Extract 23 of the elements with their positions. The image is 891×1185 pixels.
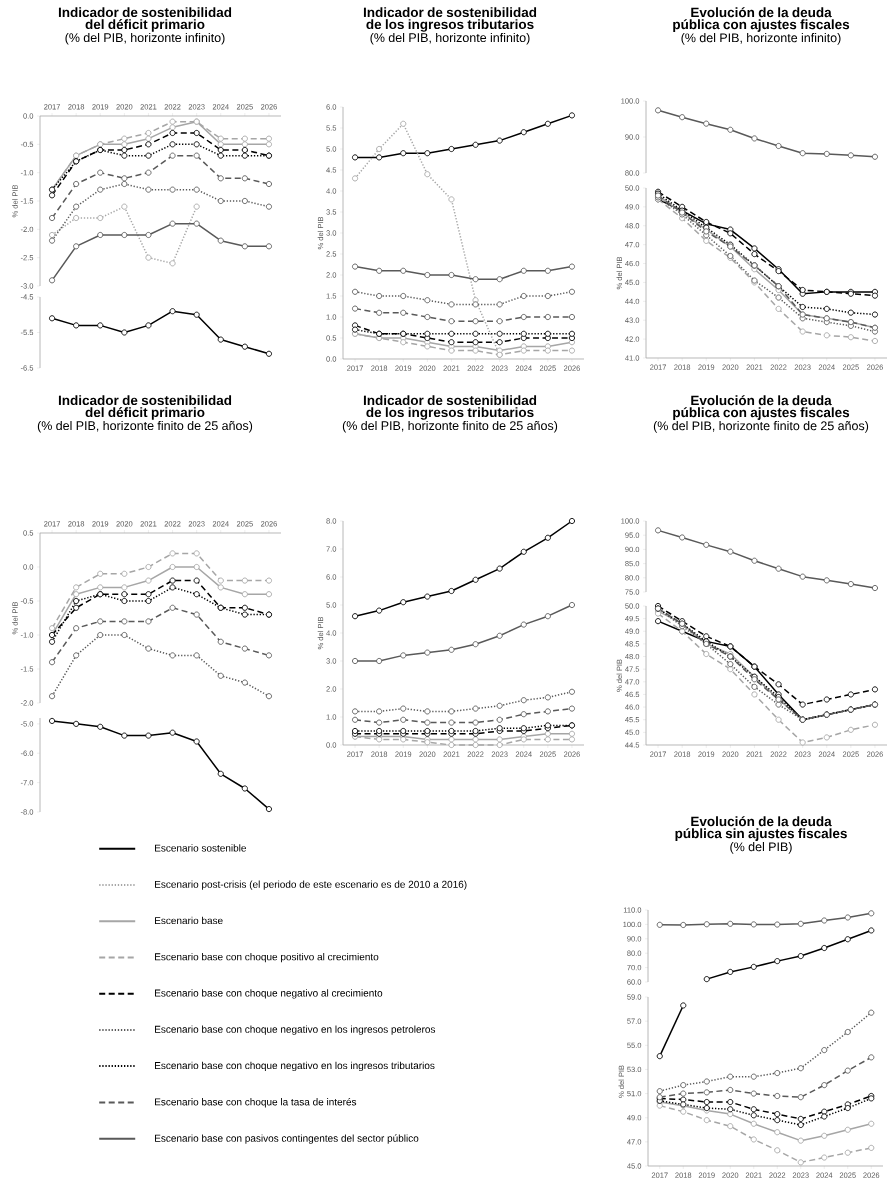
legend-label: Escenario base con choque la tasa de interés	[155, 1097, 357, 1108]
legend-label: Escenario base con choque negativo al crecimiento	[155, 989, 383, 999]
chart-subtitle: (% del PIB, horizonte infinito)	[681, 33, 841, 45]
chart-subtitle: (% del PIB, horizonte finito de 25 años)	[342, 420, 558, 433]
chart-subtitle: (% del PIB)	[730, 842, 792, 854]
chart-subtitle: (% del PIB, horizonte finito de 25 años)	[653, 421, 869, 433]
chart-title: Indicador de sostenibilidad de los ingresos tributarios	[363, 7, 537, 32]
chart-title: Evolución de la deuda pública sin ajustes fiscales	[675, 816, 847, 841]
legend-label: Escenario base con choque negativo en los ingresos tributarios	[155, 1061, 435, 1072]
chart-subtitle: (% del PIB, horizonte finito de 25 años)	[37, 420, 253, 433]
chart-title: Evolución de la deuda pública con ajustes fiscales	[673, 395, 850, 420]
legend-label: Escenario base con choque negativo en los ingresos petroleros	[155, 1025, 436, 1035]
chart-subtitle: (% del PIB, horizonte infinito)	[65, 32, 225, 45]
legend-label: Escenario post-crisis (el periodo de este escenario es de 2010 a 2016)	[155, 880, 467, 890]
chart-title: Evolución de la deuda pública con ajustes fiscales	[673, 7, 850, 32]
chart-title: Indicador de sostenibilidad del déficit primario	[58, 395, 232, 420]
legend-label: Escenario base con choque positivo al crecimiento	[155, 953, 379, 963]
legend-label: Escenario base con pasivos contingentes del sector público	[155, 1134, 419, 1144]
legend-label: Escenario sostenible	[155, 844, 247, 852]
legend-label: Escenario base	[155, 916, 223, 925]
chart-title: Indicador de sostenibilidad del déficit primario	[58, 7, 232, 32]
chart-subtitle: (% del PIB, horizonte infinito)	[370, 32, 530, 45]
chart-title: Indicador de sostenibilidad de los ingresos tributarios	[363, 395, 537, 420]
